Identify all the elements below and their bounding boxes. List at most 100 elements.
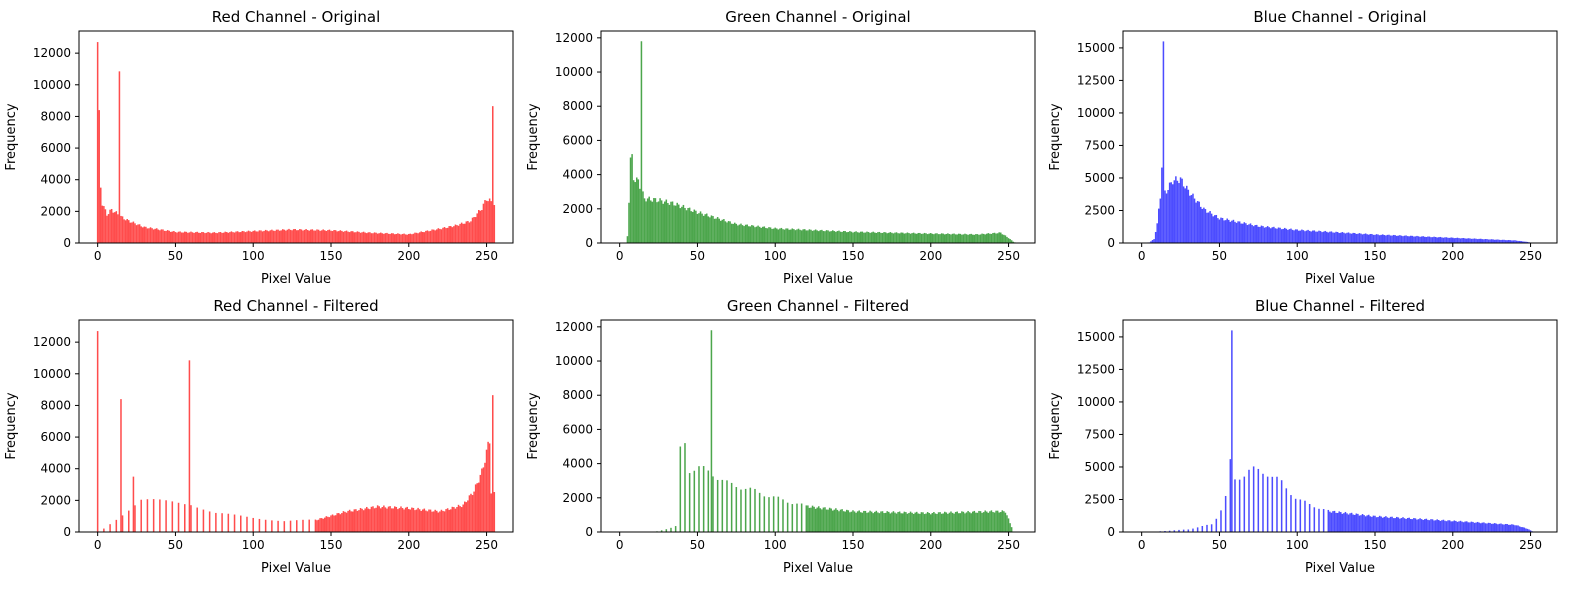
- histogram-bar: [1271, 476, 1274, 532]
- histogram-bar: [429, 230, 432, 243]
- histogram-bar: [177, 231, 180, 243]
- histogram-bar: [1467, 522, 1470, 532]
- histogram-bar: [1150, 241, 1152, 243]
- histogram-bar: [769, 227, 772, 243]
- x-axis-label: Pixel Value: [1305, 561, 1375, 576]
- histogram-bar: [366, 506, 368, 532]
- histogram-bar: [437, 512, 440, 532]
- histogram-bar: [894, 512, 896, 532]
- histogram-bar: [285, 230, 287, 243]
- histogram-bar: [1192, 193, 1194, 243]
- histogram-bar: [1470, 521, 1473, 532]
- histogram-bar: [968, 512, 971, 532]
- histogram-bar: [1214, 215, 1216, 243]
- histogram-bar: [1380, 516, 1382, 532]
- histogram-bar: [131, 222, 133, 243]
- histogram-bar: [975, 234, 977, 243]
- histogram-bar: [282, 229, 284, 243]
- histogram-bar: [1414, 518, 1417, 532]
- histogram-bar: [698, 466, 700, 532]
- histogram-bar: [1212, 216, 1214, 243]
- histogram-bar: [797, 228, 800, 243]
- histogram-bar: [1294, 498, 1297, 532]
- histogram-bar: [1319, 231, 1322, 243]
- histogram-bar: [1466, 238, 1468, 243]
- histogram-bar: [793, 229, 795, 243]
- histogram-bar: [765, 227, 767, 243]
- histogram-bar: [1238, 221, 1241, 243]
- histogram-bar: [154, 228, 156, 243]
- histogram-bar: [726, 222, 728, 243]
- histogram-bar: [1352, 232, 1354, 243]
- chart-panel-1: 0 50 100 150 200 250 0 2000 4000 6000 8000 10000 120…: [526, 8, 1036, 287]
- histogram-bar: [1318, 508, 1320, 532]
- histogram-bar: [467, 500, 469, 532]
- histogram-bar: [665, 529, 668, 532]
- histogram-bar: [425, 230, 427, 243]
- histogram-bar: [1235, 222, 1238, 243]
- histogram-bar: [440, 509, 443, 532]
- histogram-bar: [1413, 518, 1415, 532]
- histogram-bar: [1349, 233, 1351, 243]
- histogram-bar: [1312, 230, 1314, 243]
- histogram-bar: [1228, 219, 1230, 243]
- histogram-bar: [930, 233, 932, 243]
- histogram-bar: [979, 234, 982, 243]
- histogram-bar: [737, 225, 739, 243]
- histogram-bar: [1168, 182, 1171, 243]
- histogram-bar: [428, 231, 430, 243]
- histogram-bar: [1248, 469, 1250, 532]
- histogram-bar: [673, 205, 675, 243]
- histogram-bar: [408, 233, 410, 243]
- histogram-bar: [359, 232, 362, 243]
- histogram-bar: [867, 512, 870, 532]
- histogram-bar: [1207, 212, 1210, 243]
- x-tick-label: 0: [616, 538, 624, 552]
- histogram-bar: [1298, 230, 1300, 243]
- histogram-bar: [328, 229, 331, 243]
- y-tick-label: 12000: [555, 320, 593, 334]
- histogram-bar: [693, 209, 696, 243]
- histogram-bar: [984, 510, 986, 532]
- histogram-bar: [886, 233, 888, 243]
- histogram-bar: [979, 511, 982, 532]
- y-tick-label: 2000: [562, 202, 593, 216]
- histogram-bar: [916, 511, 918, 532]
- histogram-bar: [914, 233, 916, 243]
- histogram-bar: [1271, 227, 1274, 243]
- histogram-bar: [749, 226, 752, 243]
- histogram-bar: [819, 230, 822, 243]
- histogram-bar: [1529, 530, 1532, 532]
- histogram-bar: [1494, 239, 1496, 243]
- histogram-bar: [768, 497, 770, 532]
- histogram-bar: [426, 230, 429, 243]
- histogram-bar: [1302, 230, 1305, 243]
- histogram-bar: [210, 233, 212, 243]
- histogram-bar: [970, 513, 972, 532]
- histogram-bar: [423, 508, 426, 532]
- histogram-bar: [667, 203, 669, 243]
- histogram-bar: [1528, 529, 1530, 532]
- histogram-bar: [372, 506, 374, 532]
- histogram-bar: [201, 232, 203, 243]
- y-tick-label: 2000: [40, 204, 71, 218]
- histogram-bar: [165, 500, 167, 532]
- histogram-bar: [462, 504, 464, 532]
- histogram-bar: [1187, 529, 1190, 532]
- histogram-bar: [743, 226, 745, 243]
- histogram-bar: [814, 229, 817, 243]
- histogram-bar: [1340, 232, 1342, 243]
- histogram-bar: [730, 223, 733, 243]
- histogram-bar: [1447, 237, 1449, 243]
- y-tick-label: 7500: [1084, 138, 1115, 152]
- histogram-bar: [645, 201, 647, 243]
- histogram-bar: [1374, 234, 1376, 243]
- histogram-bar: [706, 213, 708, 243]
- histogram-bar: [693, 470, 696, 532]
- histogram-bar: [356, 510, 359, 532]
- histogram-bar: [878, 231, 881, 243]
- histogram-bar: [271, 229, 273, 243]
- histogram-bar: [679, 446, 682, 532]
- histogram-bar: [394, 234, 396, 243]
- histogram-bar: [931, 233, 934, 243]
